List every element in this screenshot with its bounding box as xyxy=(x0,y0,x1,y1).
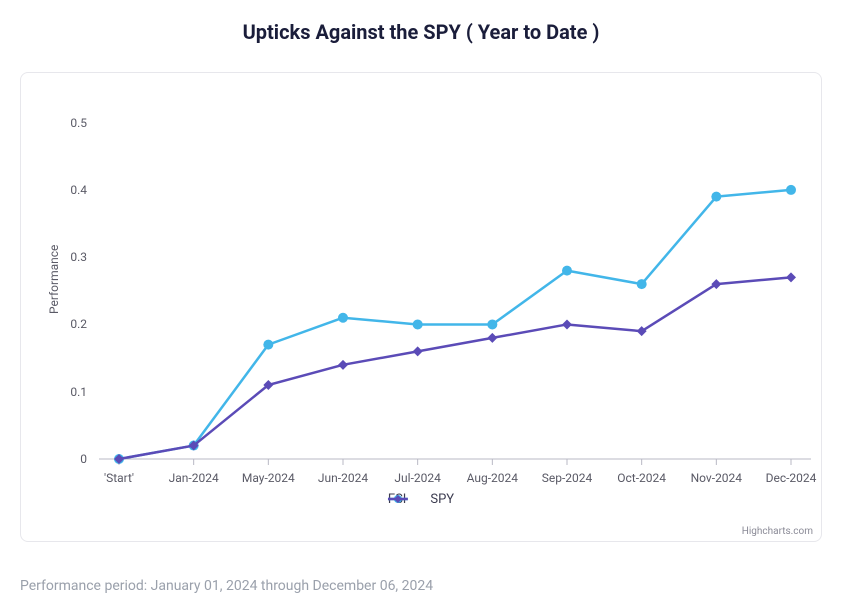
x-tick-label: Nov-2024 xyxy=(691,471,742,485)
chart-credit: Highcharts.com xyxy=(742,526,813,537)
x-tick-label: Jan-2024 xyxy=(169,471,219,485)
chart-title: Upticks Against the SPY ( Year to Date ) xyxy=(0,0,842,52)
series-marker-fsi xyxy=(562,266,572,276)
x-tick-label: Oct-2024 xyxy=(617,471,666,485)
series-marker-fsi xyxy=(487,319,497,329)
performance-period-note: Performance period: January 01, 2024 thr… xyxy=(20,578,433,594)
series-marker-spy xyxy=(562,319,572,329)
y-tick-label: 0.2 xyxy=(70,317,87,331)
series-marker-fsi xyxy=(711,192,721,202)
series-marker-spy xyxy=(487,333,497,343)
series-line-fsi xyxy=(119,190,791,459)
x-tick-label: Sep-2024 xyxy=(542,471,593,485)
x-tick-label: Aug-2024 xyxy=(467,471,518,485)
y-tick-label: 0.1 xyxy=(70,385,87,399)
series-marker-fsi xyxy=(786,185,796,195)
y-tick-label: 0.4 xyxy=(70,183,87,197)
series-marker-fsi xyxy=(413,319,423,329)
x-tick-label: Dec-2024 xyxy=(766,471,817,485)
x-tick-label: May-2024 xyxy=(242,471,295,485)
series-line-spy xyxy=(119,277,791,459)
x-tick-label: Jun-2024 xyxy=(318,471,368,485)
diamond-icon xyxy=(388,492,408,506)
series-marker-fsi xyxy=(637,279,647,289)
y-tick-label: 0.5 xyxy=(70,116,87,130)
series-marker-spy xyxy=(338,360,348,370)
x-tick-label: 'Start' xyxy=(104,471,134,485)
chart-card: Performance 00.10.20.30.40.5 'Start'Jan-… xyxy=(20,72,822,542)
y-tick-label: 0 xyxy=(80,452,87,466)
series-marker-spy xyxy=(786,272,796,282)
chart-legend: FSISPY xyxy=(388,492,454,507)
legend-item-spy[interactable]: SPY xyxy=(430,492,454,507)
x-tick-label: Jul-2024 xyxy=(394,471,440,485)
legend-label: SPY xyxy=(430,492,454,507)
y-tick-label: 0.3 xyxy=(70,250,87,264)
series-marker-fsi xyxy=(263,340,273,350)
series-marker-fsi xyxy=(338,313,348,323)
series-marker-spy xyxy=(413,346,423,356)
